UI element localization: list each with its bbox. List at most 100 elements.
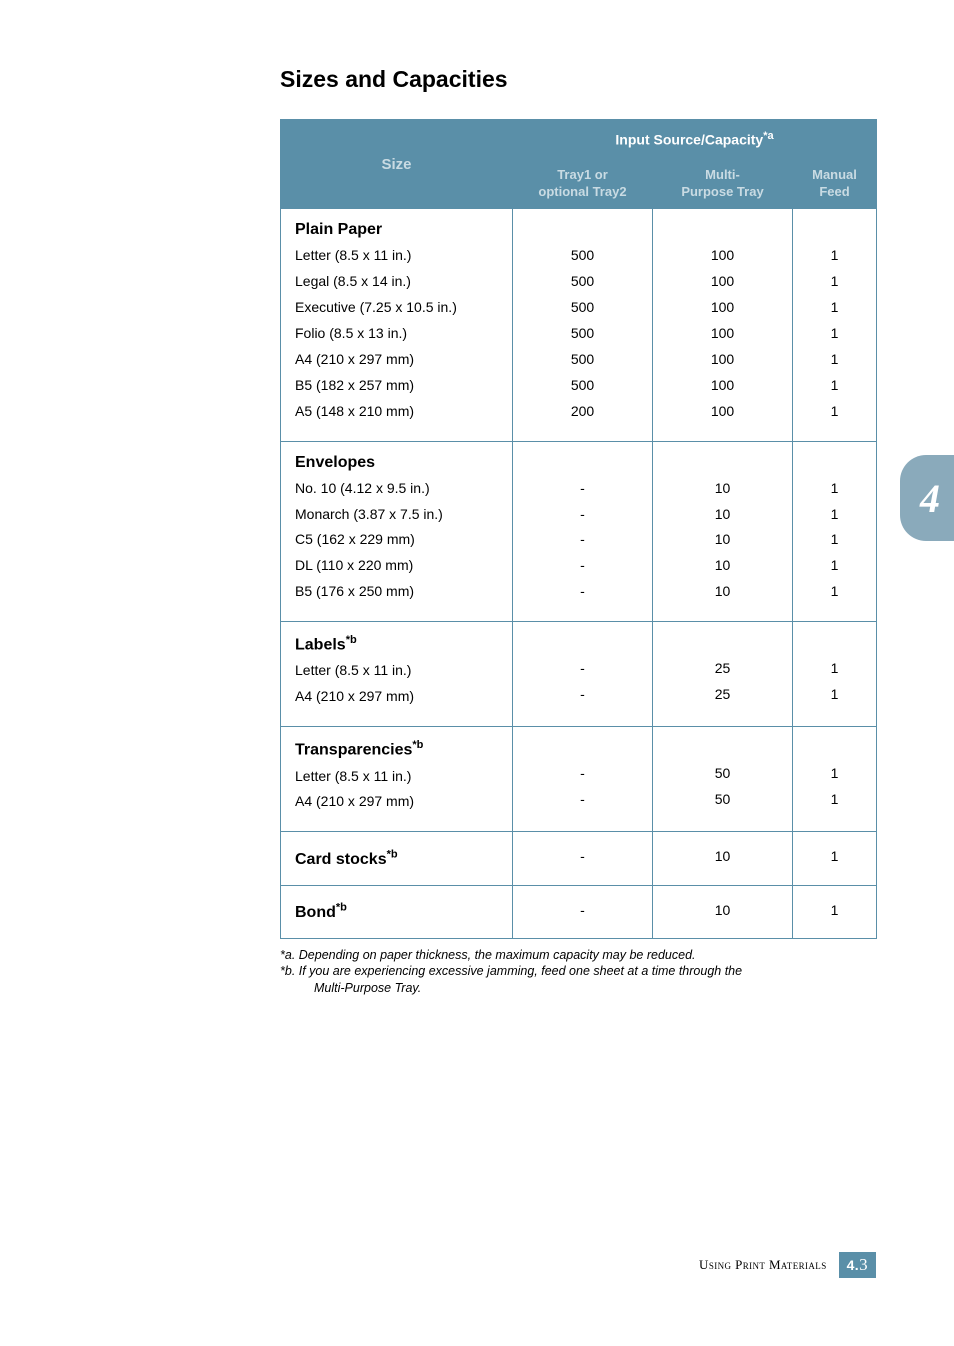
value-cell: 10 bbox=[653, 832, 793, 885]
value-cell: 1 bbox=[793, 885, 877, 938]
value-cell: - bbox=[513, 885, 653, 938]
group-title: Plain Paper bbox=[295, 221, 502, 239]
value-item: - bbox=[517, 553, 648, 579]
size-item: B5 (176 x 250 mm) bbox=[295, 579, 502, 605]
value-item: - bbox=[517, 761, 648, 787]
group-size-cell: Plain PaperLetter (8.5 x 11 in.)Legal (8… bbox=[281, 209, 513, 441]
header-size: Size bbox=[281, 120, 513, 209]
value-item: 10 bbox=[657, 527, 788, 553]
header-mpt-l1: Multi- bbox=[705, 167, 740, 182]
value-item: - bbox=[517, 476, 648, 502]
section-heading: Sizes and Capacities bbox=[280, 66, 876, 93]
size-item: Letter (8.5 x 11 in.) bbox=[295, 658, 502, 684]
single-title-sup: *b bbox=[387, 848, 398, 860]
footnote-b-line2: Multi-Purpose Tray. bbox=[280, 980, 876, 996]
header-tray12: Tray1 or optional Tray2 bbox=[513, 158, 653, 209]
size-item: DL (110 x 220 mm) bbox=[295, 553, 502, 579]
header-manual: Manual Feed bbox=[793, 158, 877, 209]
size-item: A4 (210 x 297 mm) bbox=[295, 684, 502, 710]
value-item: 100 bbox=[657, 347, 788, 373]
size-item: Folio (8.5 x 13 in.) bbox=[295, 321, 502, 347]
size-item: A4 (210 x 297 mm) bbox=[295, 347, 502, 373]
group-title: Envelopes bbox=[295, 454, 502, 472]
header-tray12-l1: Tray1 or bbox=[557, 167, 608, 182]
value-item: 500 bbox=[517, 295, 648, 321]
value-cell: 2525 bbox=[653, 622, 793, 727]
value-item: 1 bbox=[797, 527, 872, 553]
value-item: 1 bbox=[797, 682, 872, 708]
group-title-sup: *b bbox=[412, 739, 423, 751]
value-item: 1 bbox=[797, 321, 872, 347]
value-cell: -- bbox=[513, 727, 653, 832]
value-item: 1 bbox=[797, 787, 872, 813]
single-size-cell: Card stocks*b bbox=[281, 832, 513, 885]
size-item: Monarch (3.87 x 7.5 in.) bbox=[295, 502, 502, 528]
value-item: 500 bbox=[517, 269, 648, 295]
page-footer: Using Print Materials 4.3 bbox=[699, 1252, 876, 1278]
value-item: 1 bbox=[797, 761, 872, 787]
value-item: - bbox=[517, 787, 648, 813]
value-item: 100 bbox=[657, 243, 788, 269]
group-title: Labels*b bbox=[295, 634, 502, 654]
value-cell: 100100100100100100100 bbox=[653, 209, 793, 441]
header-manual-l1: Manual bbox=[812, 167, 857, 182]
value-item: 1 bbox=[797, 553, 872, 579]
size-item: A5 (148 x 210 mm) bbox=[295, 399, 502, 425]
value-item: - bbox=[517, 527, 648, 553]
value-item: 500 bbox=[517, 347, 648, 373]
size-item: B5 (182 x 257 mm) bbox=[295, 373, 502, 399]
value-item: 1 bbox=[797, 579, 872, 605]
value-item: 1 bbox=[797, 476, 872, 502]
value-item: 10 bbox=[657, 553, 788, 579]
value-cell: - bbox=[513, 832, 653, 885]
value-item: 500 bbox=[517, 321, 648, 347]
value-item: 100 bbox=[657, 399, 788, 425]
value-cell: 1 bbox=[793, 832, 877, 885]
value-cell: 1111111 bbox=[793, 209, 877, 441]
value-cell: 11 bbox=[793, 622, 877, 727]
footer-badge: 4.3 bbox=[839, 1252, 876, 1278]
value-cell: -- bbox=[513, 622, 653, 727]
value-item: - bbox=[517, 502, 648, 528]
size-item: Letter (8.5 x 11 in.) bbox=[295, 764, 502, 790]
value-item: 25 bbox=[657, 656, 788, 682]
value-item: 100 bbox=[657, 295, 788, 321]
footnote-a: *a. Depending on paper thickness, the ma… bbox=[280, 947, 876, 963]
value-item: 500 bbox=[517, 373, 648, 399]
size-item: Executive (7.25 x 10.5 in.) bbox=[295, 295, 502, 321]
value-item: 25 bbox=[657, 682, 788, 708]
size-item: Letter (8.5 x 11 in.) bbox=[295, 243, 502, 269]
value-item: 1 bbox=[797, 502, 872, 528]
value-item: - bbox=[517, 656, 648, 682]
value-item: 200 bbox=[517, 399, 648, 425]
capacity-table: Size Input Source/Capacity*a Tray1 or op… bbox=[280, 119, 877, 939]
value-item: 50 bbox=[657, 787, 788, 813]
single-title: Bond*b bbox=[295, 904, 347, 921]
value-cell: 11 bbox=[793, 727, 877, 832]
value-item: 1 bbox=[797, 399, 872, 425]
value-cell: 1010101010 bbox=[653, 441, 793, 621]
chapter-side-tab: 4 bbox=[900, 455, 954, 541]
group-title-sup: *b bbox=[346, 634, 357, 646]
footer-page: 3 bbox=[859, 1255, 868, 1274]
value-cell: 10 bbox=[653, 885, 793, 938]
size-item: C5 (162 x 229 mm) bbox=[295, 527, 502, 553]
header-input-source-sup: *a bbox=[763, 130, 773, 142]
header-input-source: Input Source/Capacity*a bbox=[513, 120, 877, 159]
value-cell: ----- bbox=[513, 441, 653, 621]
footer-chapter: 4. bbox=[847, 1257, 859, 1273]
value-cell: 5050 bbox=[653, 727, 793, 832]
value-item: 100 bbox=[657, 321, 788, 347]
value-item: 1 bbox=[797, 373, 872, 399]
value-cell: 500500500500500500200 bbox=[513, 209, 653, 441]
group-title: Transparencies*b bbox=[295, 739, 502, 759]
value-item: 500 bbox=[517, 243, 648, 269]
value-item: - bbox=[517, 579, 648, 605]
value-item: 1 bbox=[797, 243, 872, 269]
group-size-cell: EnvelopesNo. 10 (4.12 x 9.5 in.)Monarch … bbox=[281, 441, 513, 621]
value-cell: 11111 bbox=[793, 441, 877, 621]
value-item: 10 bbox=[657, 579, 788, 605]
value-item: 1 bbox=[797, 269, 872, 295]
value-item: 1 bbox=[797, 295, 872, 321]
value-item: 10 bbox=[657, 476, 788, 502]
